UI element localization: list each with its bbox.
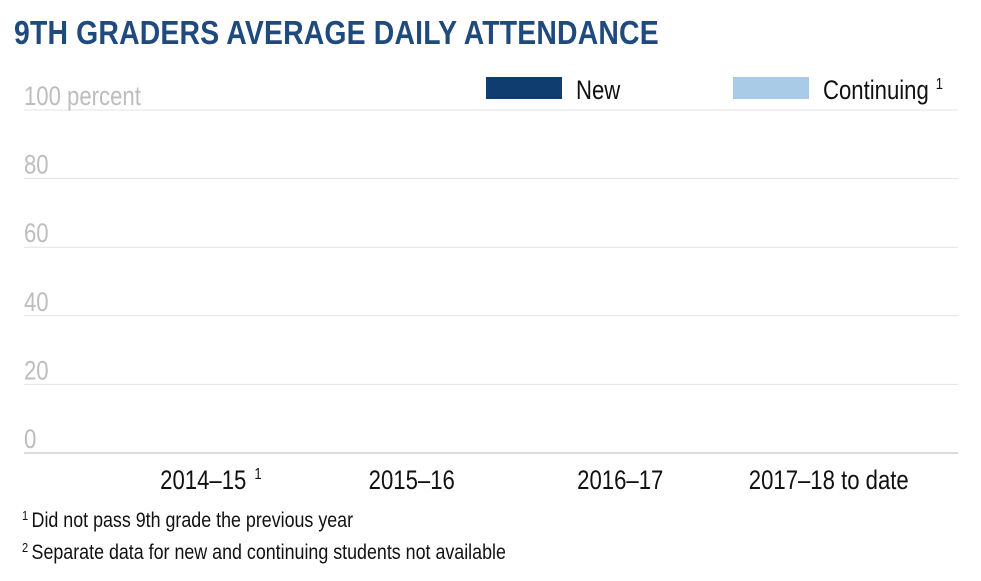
legend-continuing-mark: 1 bbox=[936, 76, 943, 93]
plot-area: 100 percent 80 60 40 20 0 2014–15 1 2015–16 2016–… bbox=[24, 76, 958, 496]
footnote-1-mark: 1 bbox=[22, 508, 29, 523]
x-tick-label-1: 2015–16 bbox=[369, 466, 455, 496]
legend-new-swatch bbox=[486, 77, 562, 99]
x-tick-label-0: 2014–15 bbox=[160, 466, 246, 496]
y-tick-label-40: 40 bbox=[24, 288, 49, 318]
y-tick-label-60: 60 bbox=[24, 219, 49, 249]
footnote-2: 2 Separate data for new and continuing st… bbox=[22, 540, 506, 565]
y-tick-label-20: 20 bbox=[24, 356, 49, 386]
x-tick-mark-0: 1 bbox=[254, 466, 261, 483]
x-tick-label-2: 2016–17 bbox=[577, 466, 663, 496]
footnote-2-text: Separate data for new and continuing stu… bbox=[31, 541, 506, 564]
legend-continuing-label: Continuing bbox=[823, 76, 929, 106]
y-tick-label-80: 80 bbox=[24, 151, 49, 181]
footnote-1: 1 Did not pass 9th grade the previous yea… bbox=[22, 508, 353, 533]
chart-title: 9TH GRADERS AVERAGE DAILY ATTENDANCE bbox=[14, 14, 659, 51]
legend-new-label: New bbox=[576, 76, 620, 106]
y-tick-label-0: 0 bbox=[24, 425, 36, 455]
y-tick-label-100: 100 percent bbox=[24, 82, 141, 112]
footnote-1-text: Did not pass 9th grade the previous year bbox=[31, 509, 354, 532]
footnote-2-mark: 2 bbox=[22, 540, 29, 555]
x-tick-label-3: 2017–18 to date bbox=[749, 466, 909, 496]
legend-continuing-swatch bbox=[733, 77, 809, 99]
